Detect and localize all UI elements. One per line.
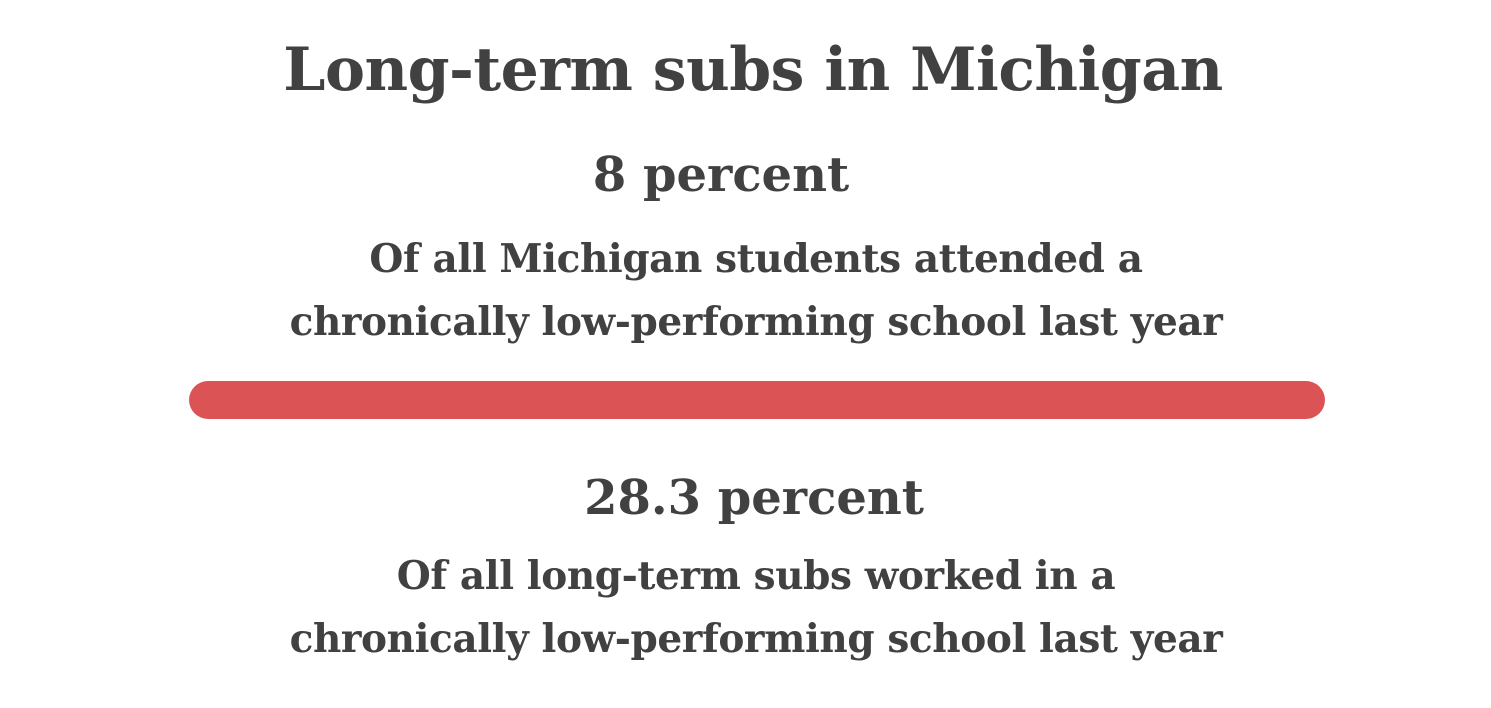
subs-description-line-1: Of all long-term subs worked in a	[396, 553, 1116, 599]
students-description-line-2: chronically low-performing school last y…	[289, 299, 1223, 345]
students-percent-description: Of all Michigan students attended a chro…	[0, 228, 1491, 354]
students-percent-value: 8 percent	[592, 147, 850, 203]
students-description-line-1: Of all Michigan students attended a	[369, 236, 1143, 282]
subs-percent-value: 28.3 percent	[584, 470, 924, 526]
subs-percent-description: Of all long-term subs worked in a chroni…	[0, 545, 1491, 671]
subs-description-line-2: chronically low-performing school last y…	[289, 616, 1223, 662]
page-title: Long-term subs in Michigan	[283, 35, 1223, 105]
divider-bar	[189, 381, 1325, 419]
